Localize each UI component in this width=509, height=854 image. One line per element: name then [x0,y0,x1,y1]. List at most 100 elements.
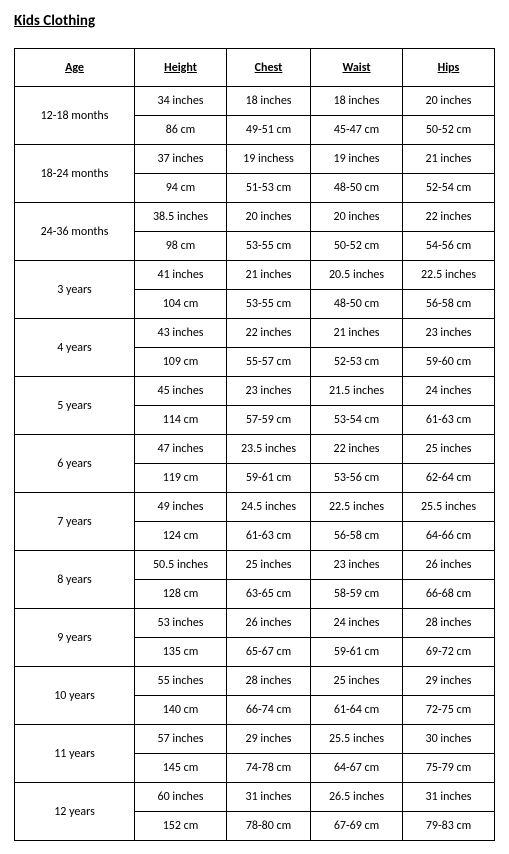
table-row: 10 years55 inches28 inches25 inches29 in… [15,667,495,696]
table-row: 8 years50.5 inches25 inches23 inches26 i… [15,551,495,580]
cell-hips-inches: 31 inches [403,783,495,812]
cell-hips-cm: 56-58 cm [403,290,495,319]
cell-chest-inches: 21 inches [227,261,311,290]
cell-hips-cm: 75-79 cm [403,754,495,783]
cell-chest-cm: 63-65 cm [227,580,311,609]
cell-waist-cm: 48-50 cm [311,290,403,319]
cell-hips-cm: 52-54 cm [403,174,495,203]
table-row: 12 years60 inches31 inches26.5 inches31 … [15,783,495,812]
cell-height-cm: 140 cm [135,696,227,725]
col-header-height: Height [135,49,227,87]
cell-hips-cm: 79-83 cm [403,812,495,841]
table-row: 7 years49 inches24.5 inches22.5 inches25… [15,493,495,522]
cell-chest-cm: 59-61 cm [227,464,311,493]
cell-height-inches: 34 inches [135,87,227,116]
cell-hips-inches: 25.5 inches [403,493,495,522]
cell-height-cm: 135 cm [135,638,227,667]
cell-waist-cm: 45-47 cm [311,116,403,145]
cell-age: 6 years [15,435,135,493]
table-row: 11 years57 inches29 inches25.5 inches30 … [15,725,495,754]
cell-chest-cm: 55-57 cm [227,348,311,377]
cell-hips-inches: 24 inches [403,377,495,406]
cell-chest-cm: 65-67 cm [227,638,311,667]
table-row: 9 years53 inches26 inches24 inches28 inc… [15,609,495,638]
table-header-row: Age Height Chest Waist Hips [15,49,495,87]
cell-height-inches: 41 inches [135,261,227,290]
cell-waist-cm: 58-59 cm [311,580,403,609]
cell-height-cm: 124 cm [135,522,227,551]
cell-waist-inches: 18 inches [311,87,403,116]
cell-chest-cm: 61-63 cm [227,522,311,551]
cell-hips-cm: 66-68 cm [403,580,495,609]
cell-age: 7 years [15,493,135,551]
cell-waist-inches: 21 inches [311,319,403,348]
cell-hips-cm: 61-63 cm [403,406,495,435]
cell-chest-inches: 19 inchess [227,145,311,174]
table-row: 18-24 months37 inches19 inchess19 inches… [15,145,495,174]
cell-chest-cm: 74-78 cm [227,754,311,783]
cell-age: 8 years [15,551,135,609]
cell-waist-inches: 23 inches [311,551,403,580]
cell-hips-cm: 54-56 cm [403,232,495,261]
cell-waist-inches: 25 inches [311,667,403,696]
cell-waist-cm: 67-69 cm [311,812,403,841]
cell-hips-inches: 21 inches [403,145,495,174]
cell-chest-cm: 66-74 cm [227,696,311,725]
cell-hips-inches: 25 inches [403,435,495,464]
cell-waist-inches: 22 inches [311,435,403,464]
cell-height-cm: 109 cm [135,348,227,377]
cell-chest-inches: 24.5 inches [227,493,311,522]
cell-age: 3 years [15,261,135,319]
cell-hips-cm: 64-66 cm [403,522,495,551]
cell-height-inches: 43 inches [135,319,227,348]
cell-hips-inches: 22 inches [403,203,495,232]
cell-age: 5 years [15,377,135,435]
cell-hips-cm: 69-72 cm [403,638,495,667]
cell-chest-cm: 53-55 cm [227,232,311,261]
cell-waist-cm: 56-58 cm [311,522,403,551]
cell-height-cm: 114 cm [135,406,227,435]
cell-chest-inches: 22 inches [227,319,311,348]
cell-waist-cm: 53-56 cm [311,464,403,493]
cell-waist-cm: 64-67 cm [311,754,403,783]
table-row: 3 years41 inches21 inches20.5 inches22.5… [15,261,495,290]
cell-waist-inches: 24 inches [311,609,403,638]
cell-hips-cm: 50-52 cm [403,116,495,145]
cell-chest-cm: 78-80 cm [227,812,311,841]
cell-height-inches: 38.5 inches [135,203,227,232]
cell-waist-cm: 53-54 cm [311,406,403,435]
cell-waist-inches: 20 inches [311,203,403,232]
cell-chest-inches: 23.5 inches [227,435,311,464]
cell-waist-inches: 20.5 inches [311,261,403,290]
cell-waist-inches: 19 inches [311,145,403,174]
cell-age: 4 years [15,319,135,377]
cell-age: 10 years [15,667,135,725]
cell-hips-inches: 30 inches [403,725,495,754]
cell-hips-cm: 62-64 cm [403,464,495,493]
table-row: 12-18 months34 inches18 inches18 inches2… [15,87,495,116]
cell-waist-inches: 22.5 inches [311,493,403,522]
col-header-age: Age [15,49,135,87]
cell-height-inches: 60 inches [135,783,227,812]
cell-hips-cm: 72-75 cm [403,696,495,725]
col-header-chest: Chest [227,49,311,87]
cell-age: 12-18 months [15,87,135,145]
cell-waist-cm: 48-50 cm [311,174,403,203]
cell-hips-inches: 28 inches [403,609,495,638]
cell-height-cm: 145 cm [135,754,227,783]
table-row: 6 years47 inches23.5 inches22 inches25 i… [15,435,495,464]
cell-height-cm: 86 cm [135,116,227,145]
cell-waist-cm: 61-64 cm [311,696,403,725]
cell-height-inches: 45 inches [135,377,227,406]
cell-hips-cm: 59-60 cm [403,348,495,377]
cell-waist-inches: 25.5 inches [311,725,403,754]
size-chart-table: Age Height Chest Waist Hips 12-18 months… [14,48,495,841]
cell-height-inches: 37 inches [135,145,227,174]
col-header-waist: Waist [311,49,403,87]
cell-chest-cm: 53-55 cm [227,290,311,319]
cell-height-inches: 55 inches [135,667,227,696]
cell-chest-inches: 20 inches [227,203,311,232]
table-row: 4 years43 inches22 inches21 inches23 inc… [15,319,495,348]
cell-chest-cm: 51-53 cm [227,174,311,203]
cell-age: 11 years [15,725,135,783]
